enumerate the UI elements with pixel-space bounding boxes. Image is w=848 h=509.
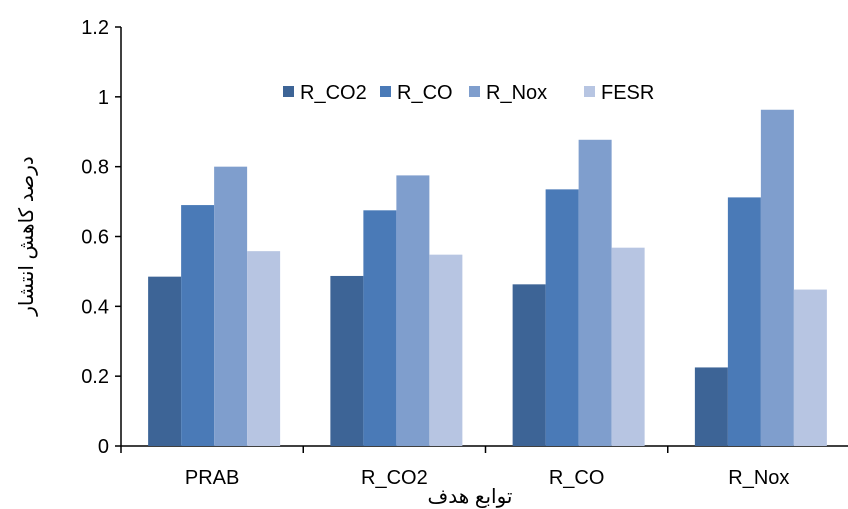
y-tick-label: 0.4 <box>81 296 109 318</box>
x-axis-label: توابع هدف <box>428 486 513 508</box>
y-tick-label: 1 <box>98 87 109 109</box>
legend: R_CO2 R_CO R_Nox FESR <box>283 82 654 104</box>
legend-label: FESR <box>601 82 654 104</box>
bar-r-co2-r-co <box>512 284 546 446</box>
bar-r-co-r-co2 <box>363 210 397 446</box>
bar-r-nox-prab <box>214 166 248 446</box>
legend-swatch <box>283 86 294 97</box>
legend-swatch <box>469 86 480 97</box>
x-tick-label: PRAB <box>185 467 239 489</box>
x-tick-label: R_CO2 <box>361 467 428 489</box>
bar-r-co2-prab <box>148 276 182 446</box>
legend-swatch <box>380 86 391 97</box>
bar-r-co-r-co <box>545 189 579 447</box>
y-axis-label: درصد کاهش انتشار <box>16 156 38 317</box>
bar-r-nox-r-co2 <box>396 175 430 447</box>
bar-fesr-r-co2 <box>429 254 463 446</box>
bar-fesr-prab <box>247 251 281 446</box>
x-tick-label: R_CO <box>549 467 605 489</box>
bar-r-nox-r-nox <box>760 109 794 446</box>
x-tick-label: R_Nox <box>728 467 789 489</box>
bar-fesr-r-nox <box>793 289 827 446</box>
legend-label: R_CO <box>397 82 453 104</box>
bar-r-co2-r-co2 <box>330 275 364 446</box>
bars <box>148 109 827 447</box>
y-tick-label: 0 <box>98 436 109 458</box>
x-ticks: PRAB R_CO2 R_CO R_Nox <box>120 446 789 489</box>
y-tick-label: 0.2 <box>81 366 109 388</box>
legend-label: R_CO2 <box>300 82 367 104</box>
y-tick-label: 1.2 <box>81 17 109 39</box>
y-tick-label: 0.8 <box>81 157 109 179</box>
bar-r-co-prab <box>181 205 215 446</box>
legend-label: R_Nox <box>486 82 547 104</box>
y-ticks: 0 0.2 0.4 0.6 0.8 1 1.2 <box>81 17 121 458</box>
bar-r-co2-r-nox <box>694 367 728 446</box>
bar-r-nox-r-co <box>578 139 612 447</box>
legend-swatch <box>584 86 595 97</box>
bar-r-co-r-nox <box>727 197 761 446</box>
bar-fesr-r-co <box>611 247 645 446</box>
y-tick-label: 0.6 <box>81 227 109 249</box>
